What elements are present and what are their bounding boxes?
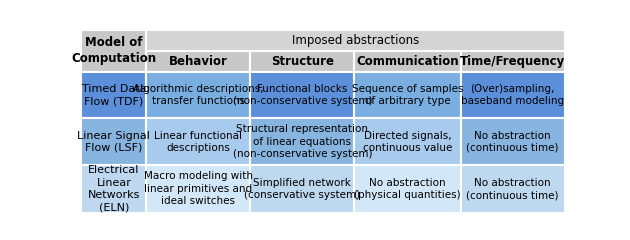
Bar xyxy=(461,51,564,72)
Text: Macro modeling with
linear primitives and
ideal switches: Macro modeling with linear primitives an… xyxy=(144,172,253,206)
Text: Behavior: Behavior xyxy=(169,55,228,68)
Text: Linear functional
descriptions: Linear functional descriptions xyxy=(154,131,243,153)
Text: Algorithmic descriptions,
transfer functions: Algorithmic descriptions, transfer funct… xyxy=(133,84,264,106)
Bar xyxy=(250,72,354,119)
Text: Model of
Computation: Model of Computation xyxy=(71,36,156,65)
Bar xyxy=(146,51,250,72)
Text: Simplified network
(conservative system): Simplified network (conservative system) xyxy=(244,178,360,200)
Text: Structure: Structure xyxy=(271,55,334,68)
Bar xyxy=(250,165,354,213)
Text: Structural representation
of linear equations
(non-conservative system): Structural representation of linear equa… xyxy=(232,124,372,159)
Bar xyxy=(354,72,461,119)
Text: Linear Signal
Flow (LSF): Linear Signal Flow (LSF) xyxy=(77,131,151,153)
Bar xyxy=(146,165,250,213)
Text: Time/Frequency: Time/Frequency xyxy=(460,55,565,68)
Bar xyxy=(354,51,461,72)
Bar xyxy=(250,51,354,72)
Bar xyxy=(250,119,354,165)
Bar xyxy=(354,119,461,165)
Text: Timed Data
Flow (TDF): Timed Data Flow (TDF) xyxy=(81,84,146,106)
Bar xyxy=(81,119,146,165)
Text: No abstraction
(continuous time): No abstraction (continuous time) xyxy=(466,131,559,153)
Text: Sequence of samples
of arbitrary type: Sequence of samples of arbitrary type xyxy=(352,84,463,106)
Bar xyxy=(354,165,461,213)
Bar xyxy=(461,119,564,165)
Bar xyxy=(146,119,250,165)
Bar xyxy=(146,72,250,119)
Bar xyxy=(146,30,564,51)
Bar xyxy=(461,72,564,119)
Text: Functional blocks
(non-conservative system): Functional blocks (non-conservative syst… xyxy=(232,84,372,106)
Bar xyxy=(81,165,146,213)
Bar xyxy=(81,72,146,119)
Text: No abstraction
(physical quantities): No abstraction (physical quantities) xyxy=(354,178,461,200)
Text: (Over)sampling,
baseband modeling: (Over)sampling, baseband modeling xyxy=(461,84,564,106)
Text: Directed signals,
continuous value: Directed signals, continuous value xyxy=(363,131,452,153)
Text: Communication: Communication xyxy=(356,55,459,68)
Text: Imposed abstractions: Imposed abstractions xyxy=(292,34,419,47)
Bar xyxy=(461,165,564,213)
Bar xyxy=(81,30,146,72)
Text: No abstraction
(continuous time): No abstraction (continuous time) xyxy=(466,178,559,200)
Text: Electrical
Linear
Networks
(ELN): Electrical Linear Networks (ELN) xyxy=(88,165,140,212)
